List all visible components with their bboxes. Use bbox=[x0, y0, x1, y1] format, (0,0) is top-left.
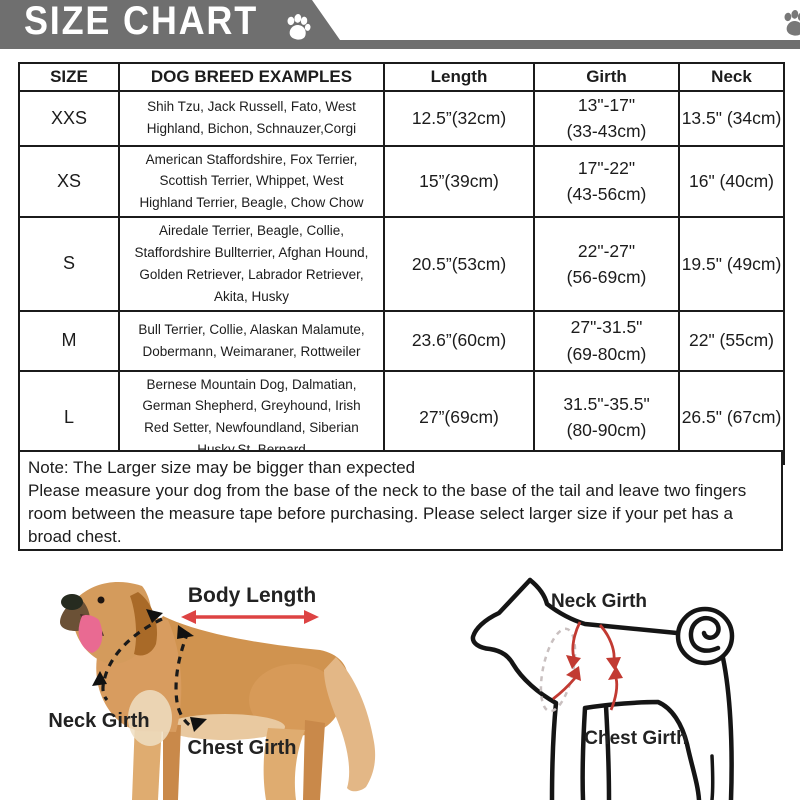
length-cell: 23.6”(60cm) bbox=[383, 309, 535, 372]
neck-girth-line bbox=[101, 617, 163, 702]
girth-cm: (69-80cm) bbox=[566, 343, 647, 364]
page-title: SIZE CHART bbox=[24, 0, 258, 43]
dog-leg bbox=[263, 728, 305, 800]
dog-tail bbox=[324, 657, 376, 792]
arrowhead-icon bbox=[566, 655, 581, 669]
dog-thigh bbox=[249, 664, 341, 736]
table-row: XXS Shih Tzu, Jack Russell, Fato, West H… bbox=[18, 90, 785, 147]
paw-icon bbox=[784, 10, 800, 36]
breeds-cell: American Staffordshire, Fox Terrier, Sco… bbox=[118, 144, 385, 219]
girth-cell: 22"-27" (56-69cm) bbox=[533, 216, 680, 312]
girth-cell: 27"-31.5" (69-80cm) bbox=[533, 309, 680, 372]
size-cell: XS bbox=[18, 144, 120, 219]
col-header-neck: Neck bbox=[678, 62, 785, 92]
girth-inches: 31.5"-35.5" bbox=[563, 393, 650, 414]
girth-inches: 17"-22" bbox=[577, 158, 636, 179]
neck-cell: 16" (40cm) bbox=[678, 144, 785, 219]
dog-eye bbox=[97, 596, 105, 604]
breeds-cell: Airedale Terrier, Beagle, Collie, Staffo… bbox=[118, 216, 385, 312]
breeds-cell: Bernese Mountain Dog, Dalmatian, German … bbox=[118, 369, 385, 465]
girth-inches: 27"-31.5" bbox=[570, 317, 643, 338]
size-table: SIZE DOG BREED EXAMPLES Length Girth Nec… bbox=[18, 62, 785, 465]
neck-cell: 13.5" (34cm) bbox=[678, 90, 785, 147]
arrowhead-icon bbox=[146, 609, 163, 623]
table-row: S Airedale Terrier, Beagle, Collie, Staf… bbox=[18, 216, 785, 312]
table-header-row: SIZE DOG BREED EXAMPLES Length Girth Nec… bbox=[18, 62, 785, 92]
chest-girth-label: Chest Girth bbox=[584, 728, 687, 749]
dog-ear bbox=[130, 592, 158, 656]
arrowhead-icon bbox=[566, 666, 581, 681]
col-header-breeds: DOG BREED EXAMPLES bbox=[118, 62, 385, 92]
dog-tongue bbox=[78, 615, 103, 653]
breeds-cell: Shih Tzu, Jack Russell, Fato, West Highl… bbox=[118, 90, 385, 147]
girth-cell: 13"-17" (33-43cm) bbox=[533, 90, 680, 147]
girth-cm: (43-56cm) bbox=[566, 184, 647, 205]
size-cell: M bbox=[18, 309, 120, 372]
length-cell: 20.5”(53cm) bbox=[383, 216, 535, 312]
arrowhead-icon bbox=[608, 666, 623, 680]
note-line1: Note: The Larger size may be bigger than… bbox=[28, 458, 416, 477]
neck-cell: 26.5" (67cm) bbox=[678, 369, 785, 465]
dog-outline bbox=[470, 577, 735, 800]
arrowhead-icon bbox=[606, 657, 621, 671]
dog-measurement-photo: Body Length Neck Girth Chest Girth bbox=[48, 581, 376, 800]
size-cell: XXS bbox=[18, 90, 120, 147]
body-length-label: Body Length bbox=[188, 584, 316, 607]
length-cell: 15”(39cm) bbox=[383, 144, 535, 219]
col-header-size: SIZE bbox=[18, 62, 120, 92]
col-header-length: Length bbox=[383, 62, 535, 92]
girth-cm: (56-69cm) bbox=[566, 266, 647, 287]
note-box: Note: The Larger size may be bigger than… bbox=[18, 450, 783, 551]
girth-inches: 13"-17" bbox=[577, 95, 636, 115]
length-cell: 12.5”(32cm) bbox=[383, 90, 535, 147]
note-body: Please measure your dog from the base of… bbox=[28, 481, 747, 547]
girth-arrows bbox=[552, 621, 619, 711]
neck-cell: 19.5" (49cm) bbox=[678, 216, 785, 312]
dog-chest-fur bbox=[128, 690, 172, 746]
dog-leg bbox=[303, 720, 325, 800]
arrowhead-icon bbox=[177, 625, 194, 639]
dog-leg bbox=[163, 724, 181, 800]
col-header-girth: Girth bbox=[533, 62, 680, 92]
chest-girth-label: Chest Girth bbox=[188, 737, 297, 759]
paw-icon bbox=[287, 14, 311, 40]
arrowhead-icon bbox=[190, 717, 207, 732]
breeds-cell: Bull Terrier, Collie, Alaskan Malamute, … bbox=[118, 309, 385, 372]
arrowhead-left bbox=[181, 610, 196, 624]
chest-girth-line bbox=[174, 631, 195, 730]
girth-cm: (33-43cm) bbox=[566, 121, 647, 142]
table-row: M Bull Terrier, Collie, Alaskan Malamute… bbox=[18, 309, 785, 372]
arrowhead-icon bbox=[92, 671, 107, 686]
size-cell: S bbox=[18, 216, 120, 312]
girth-inches: 22"-27" bbox=[577, 240, 636, 261]
arrowhead-right bbox=[304, 610, 319, 624]
neck-cell: 22" (55cm) bbox=[678, 309, 785, 372]
dog-nose bbox=[61, 594, 83, 610]
girth-cell: 17"-22" (43-56cm) bbox=[533, 144, 680, 219]
table-row: L Bernese Mountain Dog, Dalmatian, Germa… bbox=[18, 369, 785, 465]
neck-girth-label: Neck Girth bbox=[551, 591, 647, 612]
neck-girth-label: Neck Girth bbox=[48, 710, 149, 732]
table-row: XS American Staffordshire, Fox Terrier, … bbox=[18, 144, 785, 219]
dog-measurement-outline: Neck Girth Chest Girth bbox=[470, 577, 735, 800]
girth-cm: (80-90cm) bbox=[566, 420, 647, 441]
